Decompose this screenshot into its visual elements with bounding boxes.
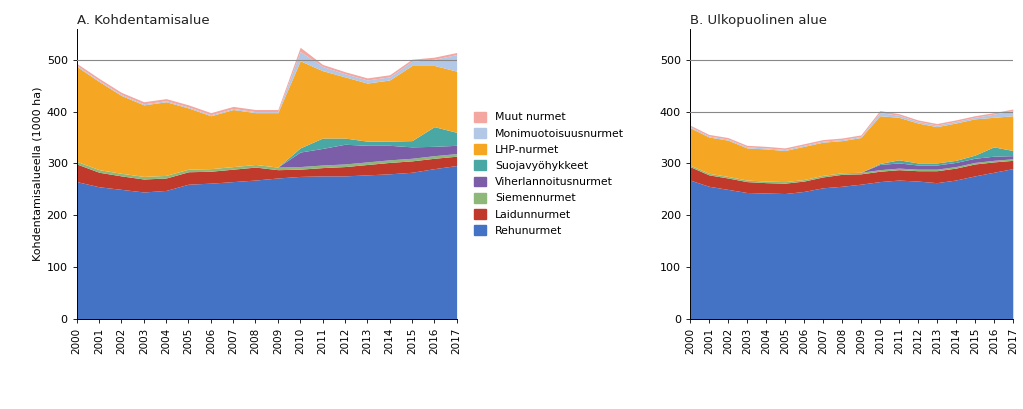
Legend: Muut nurmet, Monimuotoisuusnurmet, LHP-nurmet, Suojavyöhykkeet, Viherlannoitusnu: Muut nurmet, Monimuotoisuusnurmet, LHP-n…	[475, 112, 624, 236]
Text: A. Kohdentamisalue: A. Kohdentamisalue	[77, 14, 210, 27]
Y-axis label: Kohdentamisalueella (1000 ha): Kohdentamisalueella (1000 ha)	[33, 87, 42, 261]
Text: B. Ulkopuolinen alue: B. Ulkopuolinen alue	[690, 14, 827, 27]
